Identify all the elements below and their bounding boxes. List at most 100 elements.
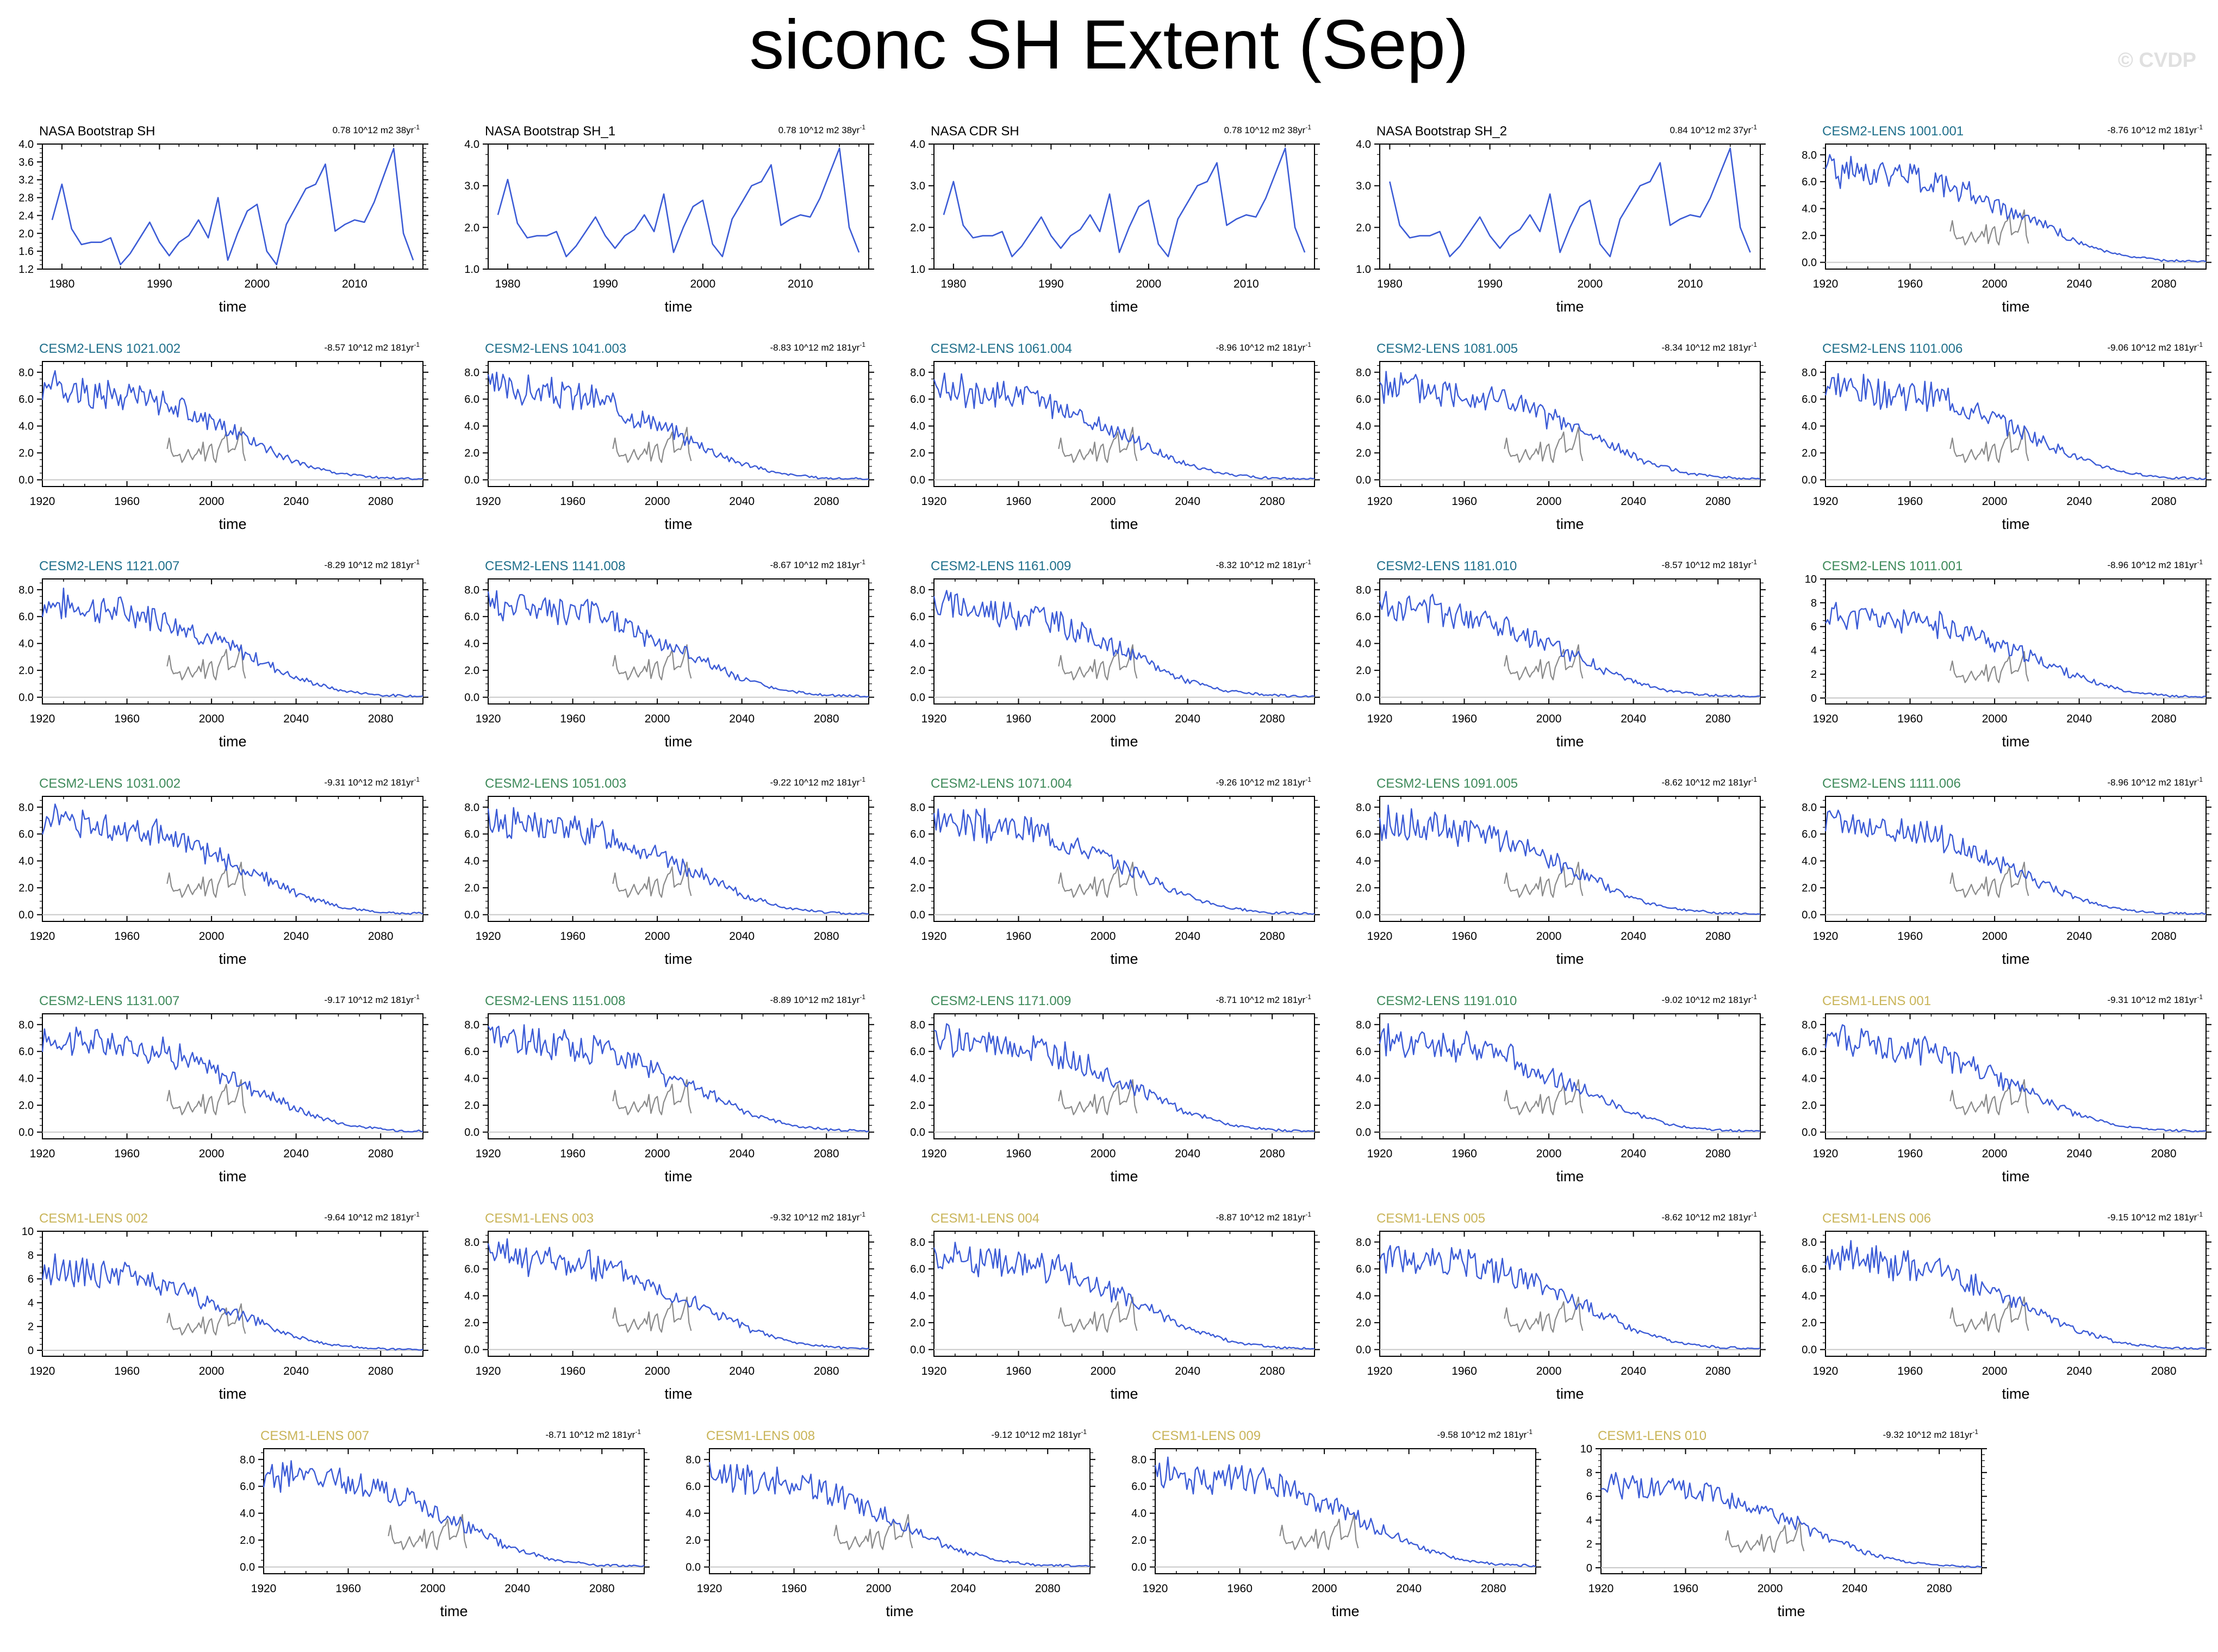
x-axis-label: time	[664, 951, 692, 967]
x-tick-label: 2080	[814, 1148, 839, 1160]
x-tick-label: 2080	[1481, 1582, 1506, 1595]
trend-label: -8.71 10^12 m2 181yr-1	[1216, 993, 1311, 1005]
y-tick-label: 1.0	[464, 264, 479, 276]
chart-panel: CESM2-LENS 1051.003 -9.22 10^12 m2 181yr-…	[464, 776, 874, 967]
chart-panel: CESM2-LENS 1061.004 -8.96 10^12 m2 181yr-…	[910, 341, 1320, 532]
x-tick-label: 2000	[1982, 713, 2008, 725]
x-tick-label: 2040	[2066, 1365, 2092, 1377]
obs-overlay-line	[166, 644, 246, 681]
y-tick-label: 4.0	[1131, 1508, 1147, 1520]
panel-title: CESM2-LENS 1041.003	[485, 341, 626, 356]
x-tick-label: 1960	[114, 1365, 140, 1377]
y-tick-label: 8.0	[1356, 1237, 1371, 1249]
x-tick-label: 2080	[368, 713, 394, 725]
y-tick-label: 1.6	[18, 246, 34, 258]
x-tick-label: 1990	[1038, 278, 1064, 290]
plot-frame	[42, 1013, 423, 1139]
y-tick-label: 4.0	[1356, 139, 1371, 151]
series-line	[497, 147, 860, 258]
y-tick-label: 0.0	[910, 909, 925, 921]
x-tick-label: 1920	[476, 930, 501, 943]
x-tick-label: 2040	[1621, 1148, 1646, 1160]
plot-frame	[1379, 1013, 1761, 1139]
panel-title: CESM2-LENS 1181.010	[1376, 559, 1517, 573]
chart-panel: CESM1-LENS 001 -9.31 10^12 m2 181yr-1 1920…	[1802, 993, 2211, 1185]
plot-frame	[1379, 578, 1761, 705]
x-axis-label: time	[1331, 1603, 1359, 1619]
x-tick-label: 1920	[1813, 278, 1839, 290]
y-tick-label: 4.0	[18, 421, 34, 433]
panel-title: CESM2-LENS 1031.002	[39, 776, 180, 791]
y-tick-label: 0.0	[18, 692, 34, 704]
trend-label: -9.64 10^12 m2 181yr-1	[324, 1211, 420, 1223]
x-tick-label: 1960	[560, 930, 585, 943]
x-tick-label: 2080	[814, 495, 839, 508]
series-line	[1600, 1472, 1982, 1568]
obs-overlay-line	[1949, 1079, 2029, 1115]
x-axis-label: time	[2002, 951, 2029, 967]
y-tick-label: 4	[1586, 1514, 1592, 1526]
y-tick-label: 10	[22, 1226, 34, 1238]
chart-panel: NASA Bootstrap SH 0.78 10^12 m2 38yr-1 198…	[18, 123, 428, 315]
x-axis-label: time	[2002, 1386, 2029, 1402]
x-tick-label: 2080	[1705, 1365, 1731, 1377]
series-line	[1389, 147, 1751, 258]
panel-title: CESM1-LENS 006	[1822, 1211, 1931, 1226]
x-tick-label: 1990	[1477, 278, 1503, 290]
y-tick-label: 0.0	[464, 1344, 479, 1356]
y-tick-label: 2.0	[464, 665, 479, 677]
obs-overlay-line	[1504, 1296, 1584, 1333]
chart-panel: CESM2-LENS 1091.005 -8.62 10^12 m2 181yr-…	[1356, 776, 1766, 967]
x-tick-label: 2000	[1536, 713, 1562, 725]
x-tick-label: 1960	[1451, 1365, 1477, 1377]
y-tick-label: 4.0	[18, 856, 34, 868]
chart-panel: CESM2-LENS 1151.008 -8.89 10^12 m2 181yr-…	[464, 993, 874, 1185]
panel-title: NASA Bootstrap SH_1	[485, 124, 615, 139]
chart-panel: CESM1-LENS 010 -9.32 10^12 m2 181yr-1 1920…	[1580, 1428, 1987, 1619]
plot-frame	[1600, 1448, 1982, 1574]
panel-title: CESM2-LENS 1131.007	[39, 994, 179, 1008]
y-tick-label: 2.0	[18, 228, 34, 240]
x-tick-label: 1920	[1813, 713, 1839, 725]
plot-frame	[933, 144, 1315, 270]
y-tick-label: 4.0	[1356, 638, 1371, 650]
x-tick-label: 2040	[2066, 930, 2092, 943]
y-tick-label: 3.0	[464, 180, 479, 192]
x-axis-label: time	[664, 516, 692, 532]
y-tick-label: 4.0	[18, 139, 34, 151]
series-line	[933, 1023, 1315, 1133]
x-tick-label: 2000	[1982, 1365, 2008, 1377]
series-line	[41, 587, 423, 698]
x-axis-label: time	[1110, 733, 1138, 750]
y-tick-label: 2.0	[1802, 447, 1817, 459]
obs-overlay-line	[166, 427, 246, 463]
obs-overlay-line	[166, 1079, 246, 1115]
y-tick-label: 0.0	[464, 1127, 479, 1139]
x-tick-label: 1920	[476, 1148, 501, 1160]
x-tick-label: 2040	[283, 713, 309, 725]
x-axis-label: time	[2002, 1168, 2029, 1185]
x-tick-label: 1990	[593, 278, 618, 290]
y-tick-label: 0.0	[910, 1127, 925, 1139]
y-tick-label: 2.0	[1802, 882, 1817, 894]
y-tick-label: 2.0	[464, 1100, 479, 1112]
x-tick-label: 1920	[30, 1365, 55, 1377]
y-tick-label: 2.0	[240, 1535, 255, 1547]
trend-label: -9.58 10^12 m2 181yr-1	[1437, 1428, 1532, 1440]
x-axis-label: time	[1110, 516, 1138, 532]
y-tick-label: 0.0	[910, 1344, 925, 1356]
y-tick-label: 0.0	[464, 909, 479, 921]
y-tick-label: 0	[1586, 1562, 1592, 1574]
y-tick-label: 8.0	[1802, 149, 1817, 161]
obs-overlay-line	[1058, 644, 1138, 681]
y-tick-label: 2.0	[1356, 665, 1371, 677]
chart-panel: CESM1-LENS 007 -8.71 10^12 m2 181yr-1 1920…	[240, 1428, 650, 1619]
chart-panel: NASA CDR SH 0.78 10^12 m2 38yr-1 1980 1990 2…	[910, 123, 1320, 315]
y-tick-label: 2.0	[1802, 1100, 1817, 1112]
panel-title: CESM2-LENS 1021.002	[39, 341, 180, 356]
y-tick-label: 1.0	[1356, 264, 1371, 276]
y-tick-label: 0.0	[464, 692, 479, 704]
y-tick-label: 1.0	[910, 264, 925, 276]
panel-title: CESM2-LENS 1051.003	[485, 776, 626, 791]
obs-overlay-line	[166, 1303, 246, 1336]
